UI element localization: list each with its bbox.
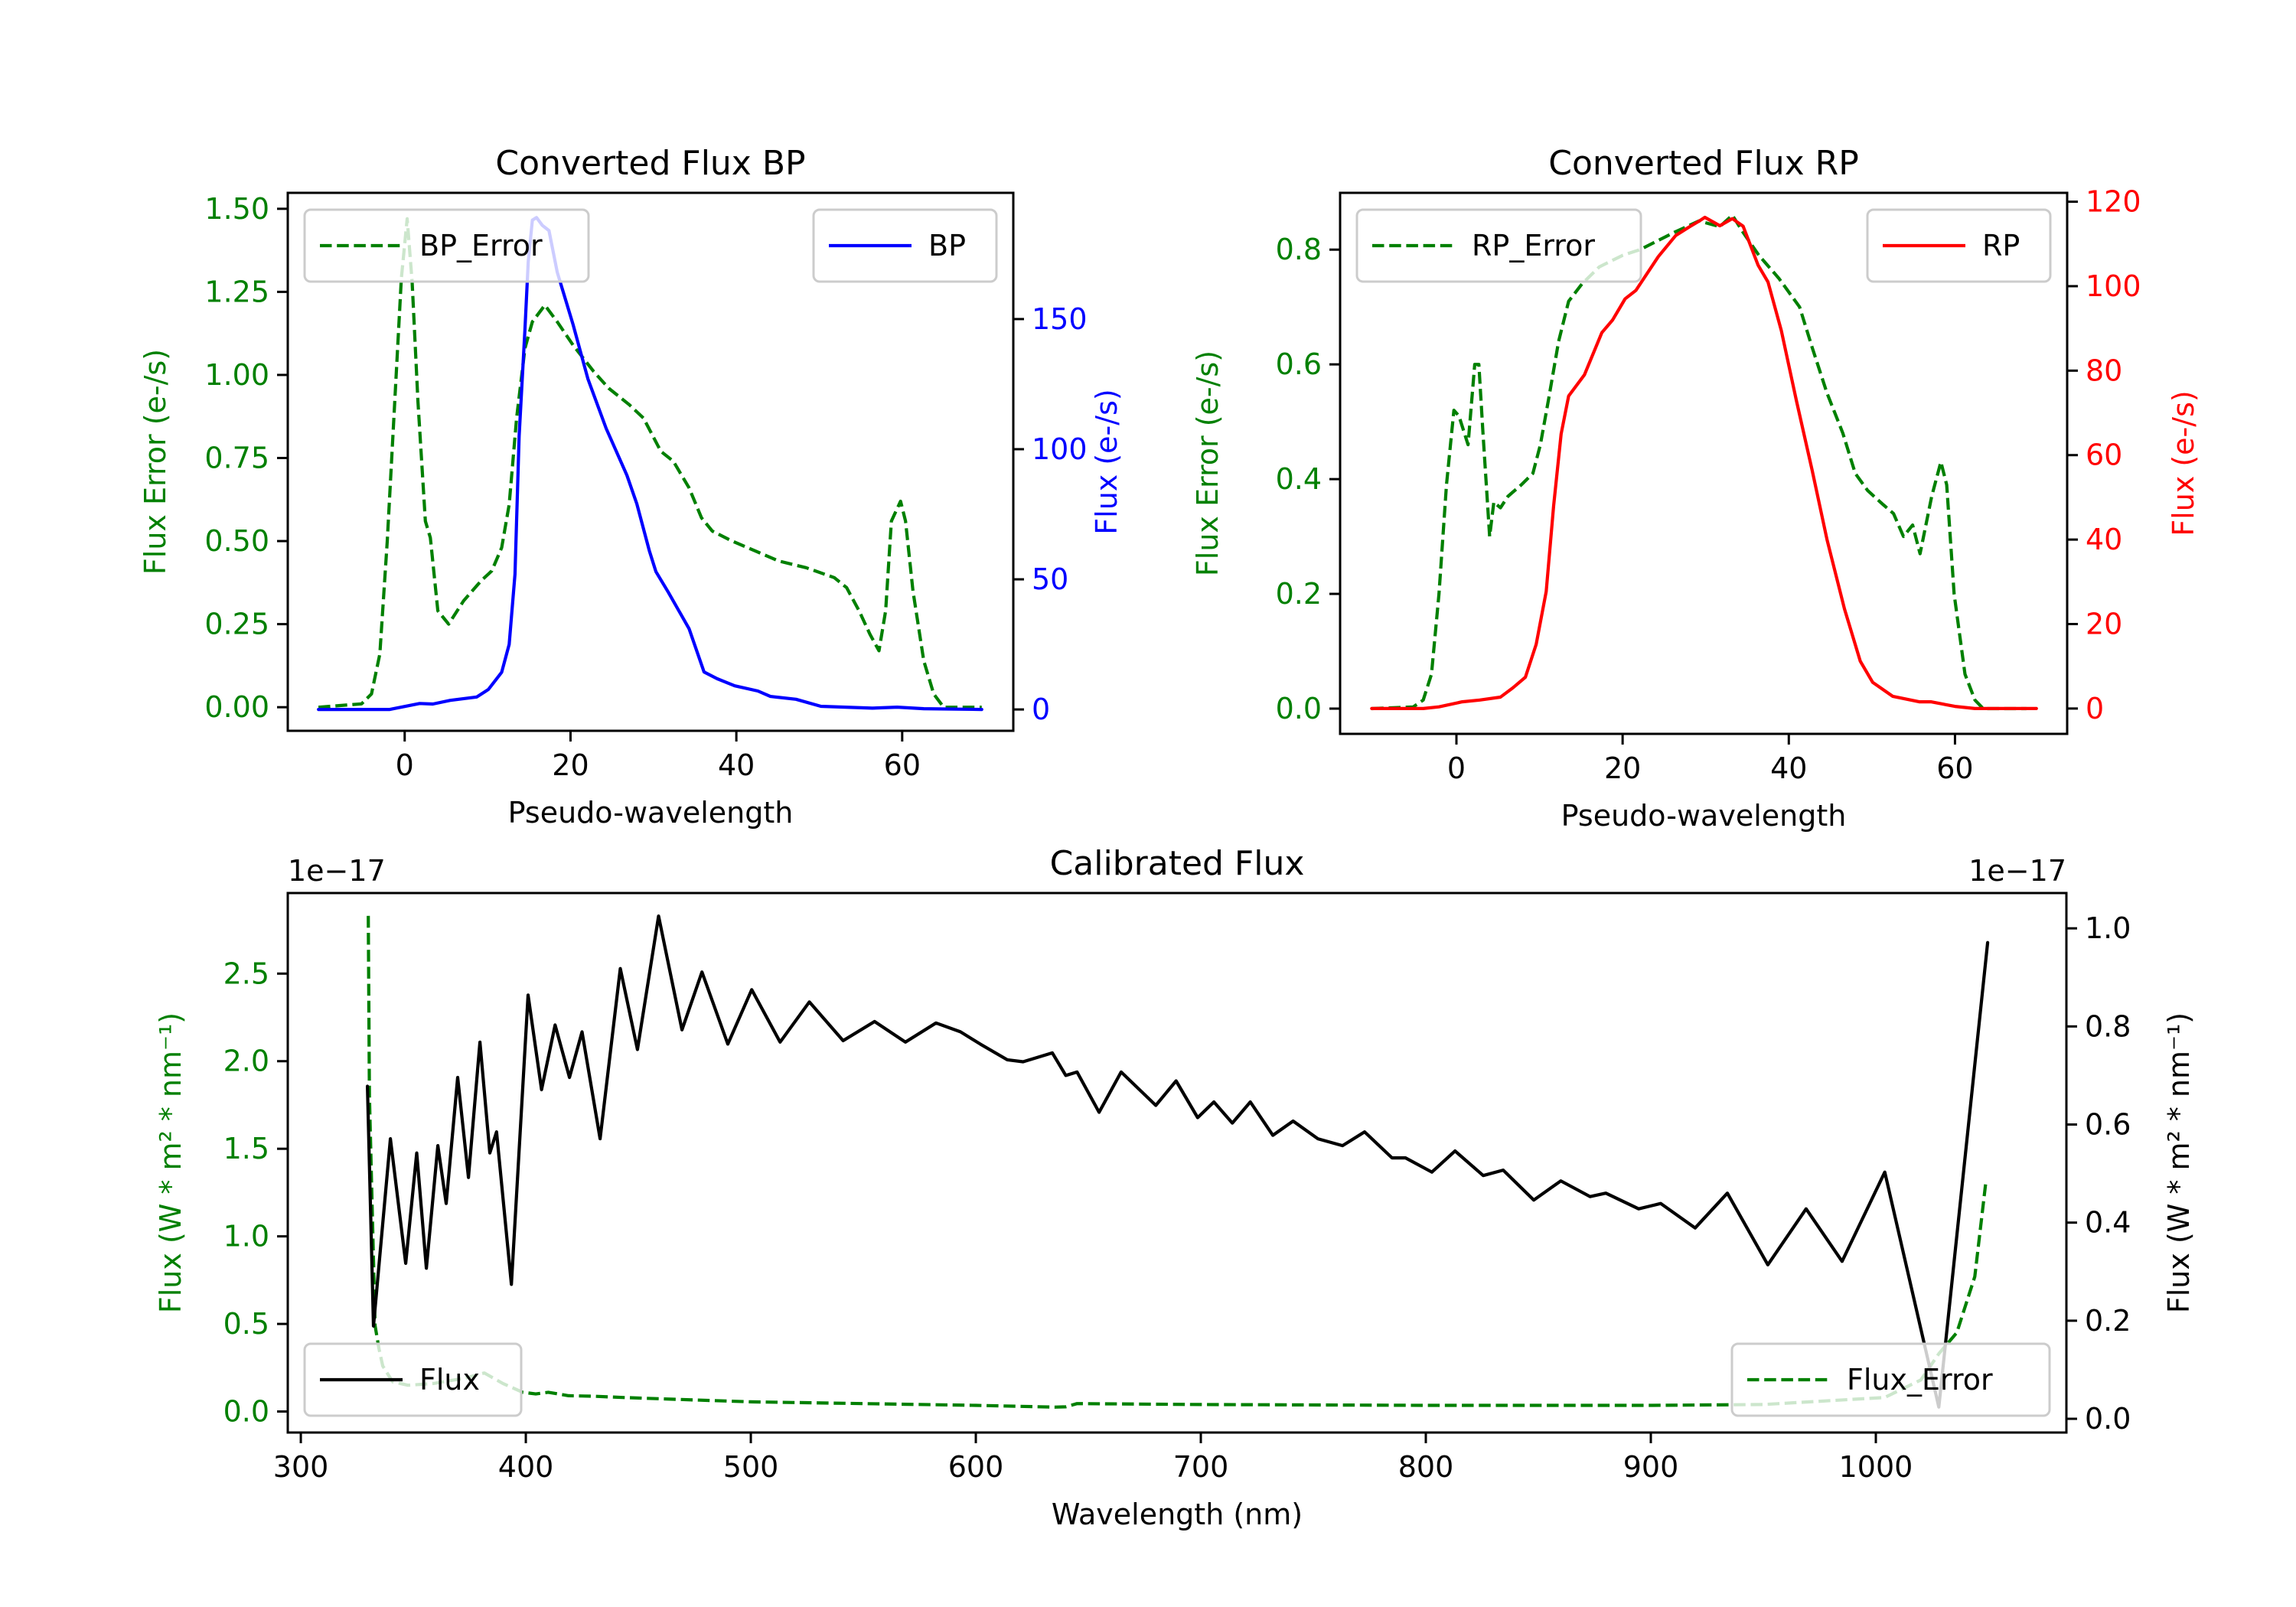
x-axis-label: Pseudo-wavelength: [508, 796, 794, 830]
y-left-tick-label: 1.5: [223, 1132, 269, 1165]
legend-bp-error: BP_Error: [303, 208, 590, 283]
plot-area: [317, 216, 983, 712]
y-left-tick-label: 1.00: [204, 358, 269, 392]
y-left-tick-label: 0.25: [204, 608, 269, 641]
legend-label: Flux: [419, 1363, 480, 1397]
y-left-tick-label: 0.0: [1276, 692, 1322, 725]
x-tick-label: 300: [273, 1450, 329, 1484]
legend-rp: RP: [1866, 208, 2052, 283]
y-right-tick-label: 0.6: [2085, 1108, 2131, 1142]
x-tick-label: 20: [552, 748, 589, 782]
axes-frame: [286, 191, 1015, 732]
y-right-tick-label: 0.8: [2085, 1009, 2131, 1043]
y-left-tick-label: 0.6: [1276, 347, 1322, 381]
legend-label: BP_Error: [419, 229, 543, 262]
y-right-tick-label: 0.0: [2085, 1402, 2131, 1436]
y-left-tick-label: 0.50: [204, 524, 269, 558]
legend-box: [303, 208, 590, 283]
y-right-tick-label: 40: [2086, 523, 2122, 556]
y-right-tick-label: 120: [2086, 185, 2141, 219]
y-left-tick-label: 0.5: [223, 1307, 269, 1341]
x-tick-label: 60: [884, 748, 921, 782]
y-right-axis-label: Flux (e-/s): [2167, 390, 2200, 536]
x-tick-label: 400: [498, 1450, 554, 1484]
series-line-bp: [317, 216, 983, 712]
y-right-tick-label: 80: [2086, 354, 2122, 387]
y-right-tick-label: 0.2: [2085, 1304, 2131, 1338]
series-line-bp-error: [318, 217, 982, 709]
x-axis-label: Pseudo-wavelength: [1561, 799, 1847, 833]
x-tick-label: 20: [1604, 751, 1641, 785]
series-line-rp-error: [1371, 214, 2027, 711]
y-left-tick-label: 0.4: [1276, 462, 1322, 496]
legend-label: Flux_Error: [1847, 1363, 1993, 1397]
legend-box: [1355, 208, 1642, 283]
x-tick-label: 900: [1623, 1450, 1679, 1484]
chart-bp: Converted Flux BP BP_Error BP 0 20 40 60 Pseudo…: [139, 144, 1124, 830]
x-tick-label: 40: [1770, 751, 1807, 785]
axes-frame: [286, 892, 2068, 1434]
plot-area: [366, 914, 1990, 1409]
y-left-axis-label: Flux Error (e-/s): [1191, 350, 1225, 576]
y-left-tick-label: 2.5: [223, 957, 269, 990]
x-tick-label: 0: [1447, 751, 1466, 785]
legend-label: RP_Error: [1472, 229, 1595, 262]
x-axis-label: Wavelength (nm): [1052, 1498, 1303, 1531]
y-right-tick-label: 0: [2086, 692, 2104, 725]
y-left-axis-label: Flux Error (e-/s): [139, 349, 172, 575]
x-tick-label: 1000: [1839, 1450, 1913, 1484]
x-tick-label: 600: [948, 1450, 1004, 1484]
axes-frame: [1339, 191, 2069, 735]
chart-title: Converted Flux BP: [495, 144, 805, 183]
y-left-tick-label: 0.2: [1276, 577, 1322, 611]
y-left-tick-label: 1.25: [204, 275, 269, 308]
legend-box: [1730, 1342, 2051, 1417]
legend-bp: BP: [812, 208, 998, 283]
y-left-tick-label: 0.00: [204, 690, 269, 724]
y-right-axis-label: Flux (W * m² * nm⁻¹): [2162, 1012, 2196, 1313]
x-tick-label: 0: [396, 748, 414, 782]
y-left-tick-label: 2.0: [223, 1045, 269, 1078]
x-tick-label: 700: [1173, 1450, 1229, 1484]
y-right-tick-label: 60: [2086, 438, 2122, 472]
y-right-tick-label: 100: [2086, 269, 2141, 303]
legend-label: BP: [928, 229, 966, 262]
chart-title: Converted Flux RP: [1548, 144, 1859, 183]
x-tick-label: 800: [1398, 1450, 1454, 1484]
legend-label: RP: [1982, 229, 2020, 262]
legend-flux-error: Flux_Error: [1730, 1342, 2051, 1417]
y-right-tick-label: 20: [2086, 608, 2122, 641]
y-right-tick-label: 100: [1032, 432, 1088, 466]
y-right-tick-label: 150: [1032, 302, 1088, 336]
x-tick-label: 60: [1936, 751, 1973, 785]
y-right-tick-label: 50: [1032, 562, 1068, 596]
chart-calibrated: Calibrated Flux Flux_Error Flux 300 400 500 60…: [154, 844, 2196, 1531]
series-line-rp: [1370, 215, 2038, 711]
y-left-tick-label: 0.0: [223, 1395, 269, 1429]
chart-title: Calibrated Flux: [1050, 844, 1305, 883]
y-left-tick-label: 0.75: [204, 442, 269, 475]
y-right-tick-label: 0: [1032, 693, 1050, 726]
x-tick-label: 500: [723, 1450, 779, 1484]
y-left-tick-label: 1.50: [204, 192, 269, 226]
y-right-offset-text: 1e−17: [1968, 854, 2066, 888]
plot-area: [1370, 214, 2038, 711]
y-left-offset-text: 1e−17: [288, 854, 386, 888]
y-right-axis-label: Flux (e-/s): [1090, 389, 1124, 534]
legend-box: [303, 1342, 523, 1417]
legend-rp-error: RP_Error: [1355, 208, 1642, 283]
y-left-tick-label: 1.0: [223, 1220, 269, 1253]
y-right-tick-label: 0.4: [2085, 1206, 2131, 1240]
x-tick-label: 40: [718, 748, 755, 782]
y-left-axis-label: Flux (W * m² * nm⁻¹): [154, 1012, 188, 1313]
series-line-flux-error: [367, 915, 1988, 1409]
y-right-tick-label: 1.0: [2085, 911, 2131, 945]
y-left-tick-label: 0.8: [1276, 233, 1322, 266]
chart-rp: Converted Flux RP RP_Error RP 0 20 40 60 Pseudo…: [1191, 144, 2200, 833]
series-line-flux: [366, 914, 1990, 1409]
legend-flux: Flux: [303, 1342, 523, 1417]
